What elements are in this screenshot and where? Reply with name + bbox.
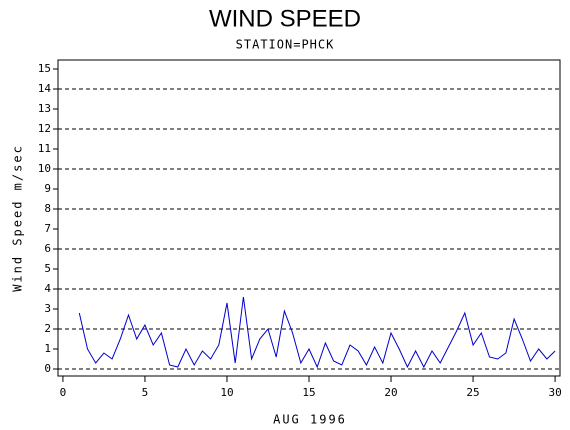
y-tick-label: 12: [38, 122, 51, 135]
y-tick-label: 7: [44, 222, 51, 235]
y-tick-label: 6: [44, 242, 51, 255]
x-tick-label: 30: [548, 386, 561, 399]
x-tick-label: 0: [60, 386, 67, 399]
y-tick-label: 3: [44, 302, 51, 315]
y-tick-label: 1: [44, 342, 51, 355]
x-tick-label: 20: [384, 386, 397, 399]
y-tick-label: 11: [38, 142, 51, 155]
chart-title: WIND SPEED: [209, 5, 361, 32]
y-tick-label: 10: [38, 162, 51, 175]
data-line: [78, 296, 556, 369]
y-tick-label: 5: [44, 262, 51, 275]
x-tick-label: 25: [466, 386, 479, 399]
y-tick-label: 14: [38, 82, 52, 95]
y-tick-label: 13: [38, 102, 51, 115]
y-tick-label: 0: [44, 362, 51, 375]
x-tick-label: 10: [220, 386, 233, 399]
x-tick-label: 15: [302, 386, 315, 399]
y-tick-label: 15: [38, 62, 51, 75]
y-axis-label: Wind Speed m/sec: [11, 144, 25, 292]
y-tick-label: 8: [44, 202, 51, 215]
y-tick-label: 2: [44, 322, 51, 335]
x-tick-label: 5: [142, 386, 149, 399]
y-tick-label: 4: [44, 282, 51, 295]
y-tick-label: 9: [44, 182, 51, 195]
chart-subtitle: STATION=PHCK: [236, 38, 335, 52]
x-axis-label: AUG 1996: [273, 413, 347, 427]
